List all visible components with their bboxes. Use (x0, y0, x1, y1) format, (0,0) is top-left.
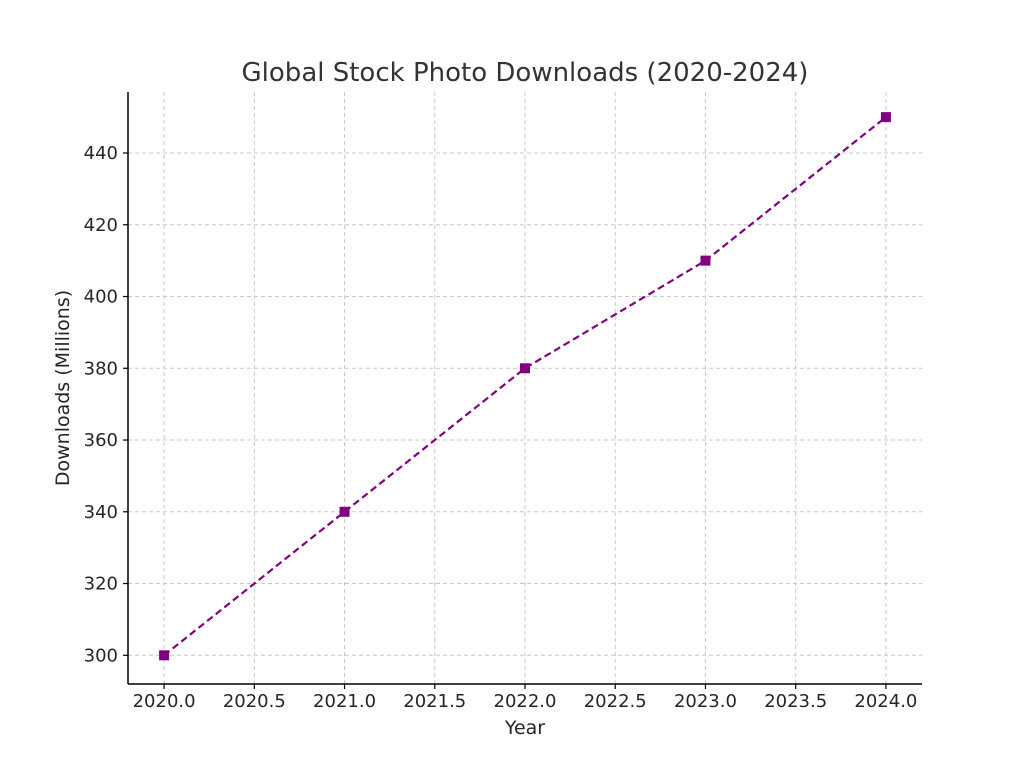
y-tick-label-3: 360 (84, 430, 118, 451)
x-tick-label-4: 2022.0 (494, 691, 557, 712)
y-tick-label-7: 440 (84, 143, 118, 164)
y-tick-label-6: 420 (84, 215, 118, 236)
x-tick-label-0: 2020.0 (133, 691, 196, 712)
data-point-0-3 (700, 255, 711, 266)
y-axis-label: Downloads (Millions) (52, 290, 74, 486)
x-tick-label-8: 2024.0 (854, 691, 917, 712)
axis-ticks: 2020.0 2020.5 2021.0 2021.5 2022.0 2022.5 2023… (84, 143, 918, 712)
series-layer (159, 112, 891, 661)
x-tick-label-3: 2021.5 (403, 691, 466, 712)
data-point-0-1 (339, 506, 350, 517)
x-tick-label-6: 2023.0 (674, 691, 737, 712)
y-tick-label-4: 380 (84, 358, 118, 379)
y-tick-label-5: 400 (84, 287, 118, 308)
grid-layer (128, 92, 922, 684)
chart-title: Global Stock Photo Downloads (2020-2024) (242, 58, 809, 88)
x-tick-label-5: 2022.5 (584, 691, 647, 712)
data-point-0-4 (880, 112, 891, 123)
y-tick-label-0: 300 (84, 645, 118, 666)
x-tick-label-2: 2021.0 (313, 691, 376, 712)
y-tick-label-2: 340 (84, 502, 118, 523)
data-point-0-2 (520, 363, 530, 374)
x-axis-label: Year (504, 717, 545, 739)
y-tick-label-1: 320 (84, 574, 118, 595)
series-line-0 (163, 116, 887, 657)
x-tick-label-1: 2020.5 (223, 691, 286, 712)
data-point-0-0 (159, 650, 170, 661)
x-tick-label-7: 2023.5 (764, 691, 827, 712)
